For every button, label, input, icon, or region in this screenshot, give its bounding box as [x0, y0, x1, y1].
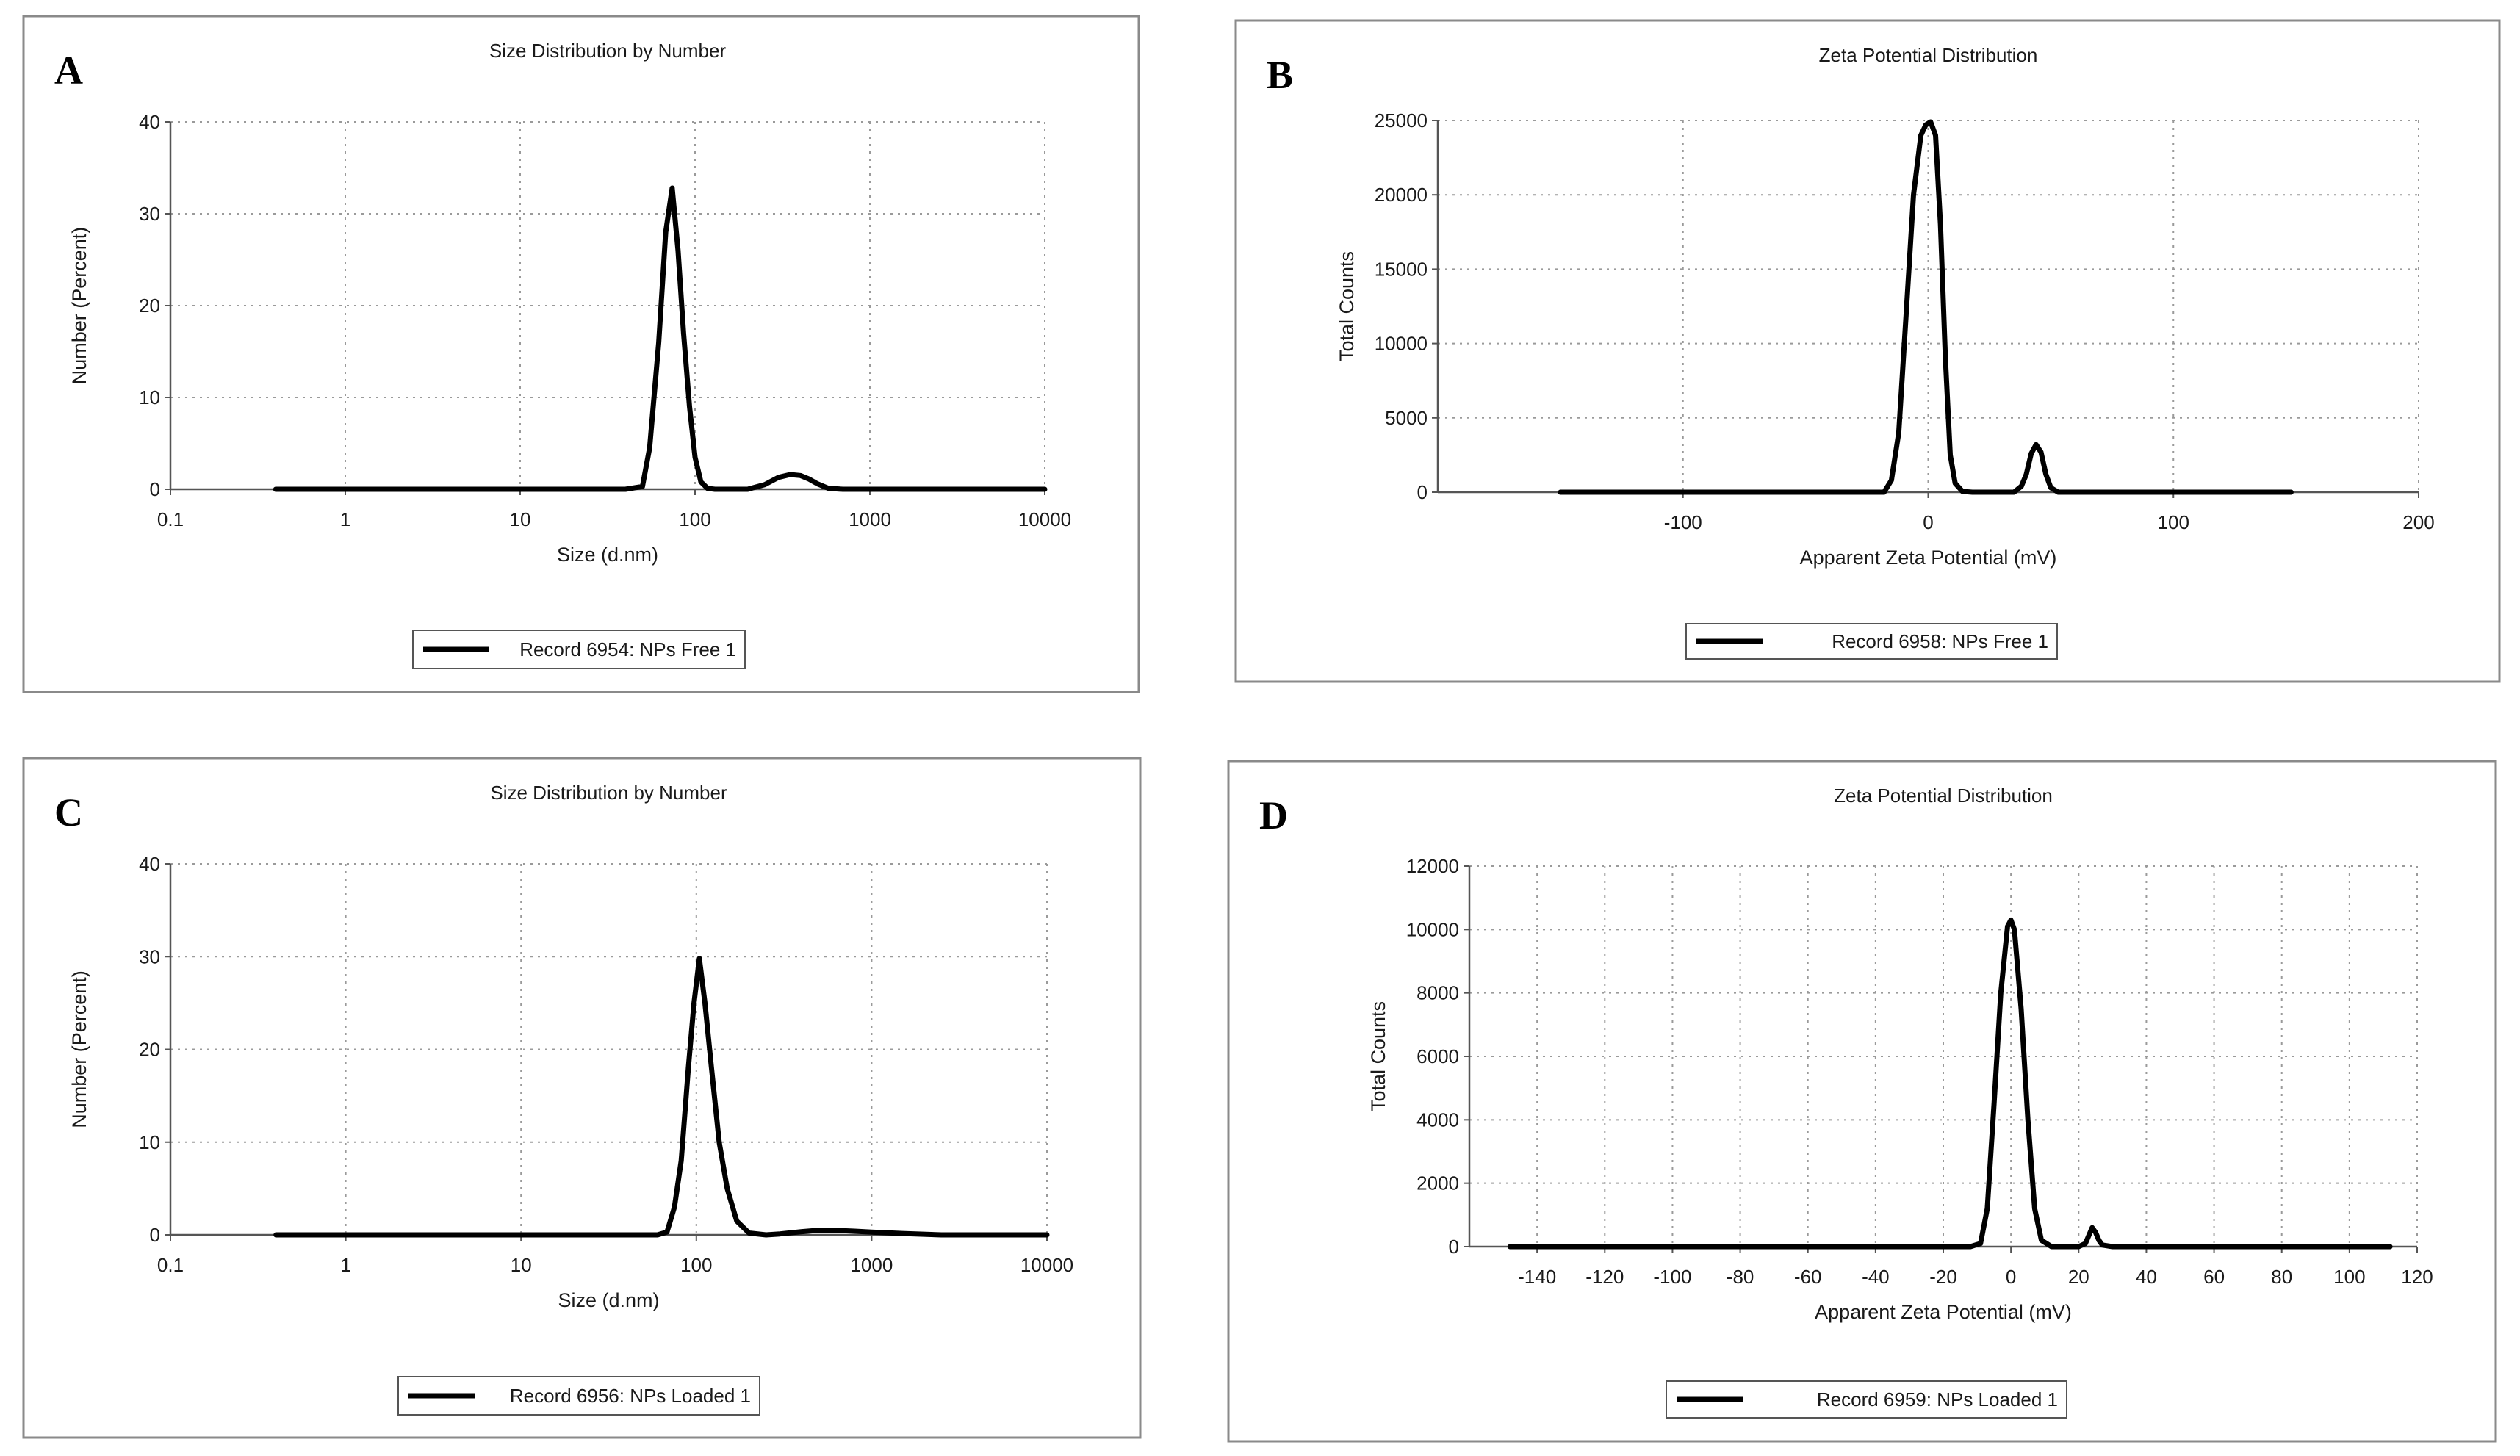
- panel-d-x-tick-label: 60: [2203, 1266, 2225, 1288]
- panel-d-letter: D: [1259, 793, 1288, 837]
- panel-c-title: Size Distribution by Number: [490, 782, 727, 804]
- panel-c-y-tick-label: 0: [150, 1224, 160, 1246]
- panel-d-x-tick-label: -120: [1585, 1266, 1624, 1288]
- panel-d-y-axis-title: Total Counts: [1367, 1001, 1389, 1111]
- panel-d-y-tick-label: 4000: [1416, 1109, 1459, 1131]
- panel-b-x-tick-label: 0: [1923, 511, 1933, 533]
- panel-b-x-tick-label: 100: [2158, 511, 2189, 533]
- panel-c-x-tick-label: 10000: [1020, 1254, 1073, 1276]
- panel-b-x-tick-label: -100: [1664, 511, 1702, 533]
- panel-c-y-tick-label: 20: [139, 1039, 160, 1061]
- panel-c-y-axis-title: Number (Percent): [68, 970, 90, 1128]
- panel-a-y-tick-label: 10: [139, 386, 160, 408]
- panel-a-y-axis-title: Number (Percent): [68, 227, 90, 385]
- panel-b-x-axis-title: Apparent Zeta Potential (mV): [1800, 547, 2057, 569]
- panel-c-x-tick-label: 1: [340, 1254, 350, 1276]
- panel-d-x-tick-label: -80: [1727, 1266, 1754, 1288]
- panel-d-x-tick-label: 100: [2333, 1266, 2365, 1288]
- panel-a-series-line: [273, 185, 1048, 492]
- panel-a-x-axis-title: Size (d.nm): [557, 544, 658, 566]
- panel-d-x-tick-label: -40: [1862, 1266, 1890, 1288]
- panel-b-x-tick-label: 200: [2402, 511, 2434, 533]
- panel-b-series-line: [1558, 119, 2294, 495]
- panel-c-x-tick-label: 1000: [850, 1254, 893, 1276]
- panel-d-y-tick-label: 2000: [1416, 1172, 1459, 1194]
- panel-d-frame: [1227, 760, 2497, 1443]
- panel-d-x-tick-label: -140: [1518, 1266, 1556, 1288]
- panel-c-y-tick-label: 40: [139, 853, 160, 875]
- panel-c-x-tick-label: 0.1: [157, 1254, 184, 1276]
- panel-d-x-tick-label: -100: [1653, 1266, 1691, 1288]
- panel-a-legend-label: Record 6954: NPs Free 1: [519, 638, 736, 660]
- panel-c-legend-label: Record 6956: NPs Loaded 1: [510, 1385, 751, 1407]
- panel-c-x-axis-title: Size (d.nm): [558, 1289, 659, 1311]
- panel-c-y-tick-label: 30: [139, 945, 160, 967]
- panel-a-x-tick-label: 10000: [1018, 508, 1071, 530]
- panel-c-y-tick-label: 10: [139, 1131, 160, 1153]
- panel-d-x-tick-label: -60: [1794, 1266, 1822, 1288]
- panel-b-y-axis-title: Total Counts: [1336, 251, 1358, 361]
- panel-a-y-tick-label: 30: [139, 203, 160, 225]
- panel-a-y-tick-label: 40: [139, 111, 160, 133]
- panel-b-y-tick-label: 5000: [1385, 407, 1428, 429]
- panel-a-y-tick-label: 0: [150, 478, 160, 500]
- panel-a-x-tick-label: 100: [679, 508, 710, 530]
- panel-c-letter: C: [54, 790, 83, 835]
- panel-a-x-tick-label: 10: [510, 508, 531, 530]
- panel-b: B Zeta Potential Distribution-100 0 100 2000…: [1234, 19, 2501, 683]
- panel-d-x-axis-title: Apparent Zeta Potential (mV): [1815, 1301, 2072, 1323]
- panel-b-y-tick-label: 20000: [1375, 184, 1428, 206]
- panel-b-y-tick-label: 10000: [1375, 333, 1428, 355]
- panel-d-y-tick-label: 6000: [1416, 1045, 1459, 1067]
- panel-d-title: Zeta Potential Distribution: [1834, 785, 2053, 807]
- panel-c-series-line: [273, 956, 1050, 1238]
- panel-a-x-tick-label: 1: [340, 508, 350, 530]
- panel-d-y-tick-label: 10000: [1406, 918, 1459, 940]
- panel-d-y-tick-label: 0: [1449, 1236, 1459, 1258]
- panel-b-title: Zeta Potential Distribution: [1819, 44, 2038, 66]
- panel-b-frame: [1234, 19, 2501, 683]
- panel-b-y-tick-label: 0: [1417, 481, 1428, 503]
- panel-d-x-tick-label: 40: [2136, 1266, 2157, 1288]
- panel-a-title: Size Distribution by Number: [489, 40, 727, 62]
- panel-c-frame: [22, 757, 1142, 1439]
- panel-c-x-tick-label: 10: [511, 1254, 532, 1276]
- panel-d-x-tick-label: 120: [2401, 1266, 2433, 1288]
- panel-a-frame: [22, 15, 1140, 693]
- panel-d-x-tick-label: 80: [2271, 1266, 2292, 1288]
- panel-b-y-tick-label: 15000: [1375, 258, 1428, 280]
- panel-d-legend-label: Record 6959: NPs Loaded 1: [1817, 1388, 2058, 1410]
- panel-d-x-tick-label: 20: [2068, 1266, 2089, 1288]
- panel-a-letter: A: [54, 48, 83, 93]
- panel-d-x-tick-label: 0: [2006, 1266, 2016, 1288]
- panel-b-legend-label: Record 6958: NPs Free 1: [1832, 630, 2048, 652]
- panel-c-x-tick-label: 100: [680, 1254, 712, 1276]
- panel-d-y-tick-label: 12000: [1406, 855, 1459, 877]
- panel-b-letter: B: [1267, 53, 1293, 97]
- panel-d-y-tick-label: 8000: [1416, 982, 1459, 1004]
- panel-a-y-tick-label: 20: [139, 295, 160, 317]
- panel-a-x-tick-label: 1000: [849, 508, 891, 530]
- panel-b-y-tick-label: 25000: [1375, 109, 1428, 131]
- panel-d-x-tick-label: -20: [1929, 1266, 1957, 1288]
- panel-a-x-tick-label: 0.1: [157, 508, 184, 530]
- panel-d: D Zeta Potential Distribution -140 -120 -100…: [1227, 760, 2497, 1443]
- panel-d-grid: [1469, 865, 2418, 1247]
- panel-d-series-line: [1507, 917, 2393, 1250]
- panel-b-grid: [1438, 120, 2419, 493]
